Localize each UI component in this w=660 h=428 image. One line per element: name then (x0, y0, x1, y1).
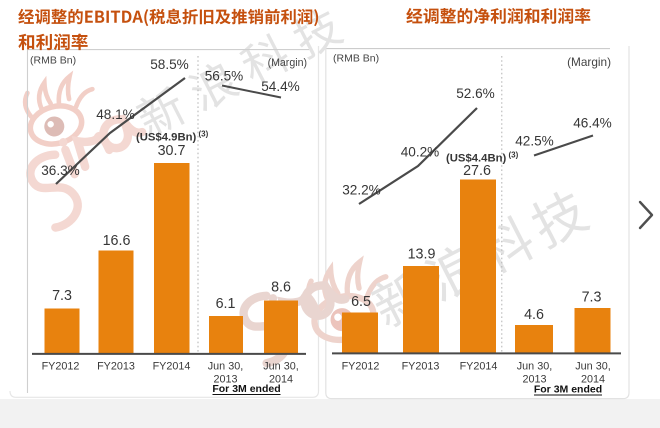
svg-text:Jun 30,: Jun 30, (208, 361, 243, 373)
svg-text:27.6: 27.6 (463, 163, 491, 179)
svg-text:Jun 30,: Jun 30, (517, 361, 552, 373)
svg-text:56.5%: 56.5% (205, 69, 244, 84)
svg-text:FY2014: FY2014 (460, 361, 498, 373)
svg-text:(US$4.9Bn) (3): (US$4.9Bn) (3) (136, 130, 209, 144)
svg-text:16.6: 16.6 (103, 233, 131, 249)
svg-text:(US$4.4Bn) (3): (US$4.4Bn) (3) (446, 151, 519, 165)
svg-text:Jun 30,: Jun 30, (575, 361, 610, 373)
svg-text:(RMB Bn): (RMB Bn) (30, 55, 76, 67)
svg-text:(RMB Bn): (RMB Bn) (333, 53, 379, 65)
svg-text:FY2014: FY2014 (153, 361, 191, 373)
svg-text:52.6%: 52.6% (456, 86, 495, 101)
svg-text:2014: 2014 (269, 374, 293, 386)
svg-text:54.4%: 54.4% (261, 79, 300, 94)
svg-text:8.6: 8.6 (271, 280, 291, 296)
svg-text:(Margin): (Margin) (567, 55, 611, 69)
svg-text:2013: 2013 (522, 374, 546, 386)
svg-text:58.5%: 58.5% (150, 57, 189, 72)
svg-text:30.7: 30.7 (158, 143, 186, 159)
svg-text:For 3M ended: For 3M ended (212, 383, 280, 395)
svg-text:Jun 30,: Jun 30, (263, 361, 298, 373)
svg-text:FY2013: FY2013 (402, 361, 440, 373)
svg-text:6.1: 6.1 (216, 296, 236, 312)
svg-text:6.5: 6.5 (351, 294, 371, 310)
svg-text:FY2012: FY2012 (342, 361, 380, 373)
svg-text:48.1%: 48.1% (96, 107, 135, 122)
svg-text:40.2%: 40.2% (401, 145, 440, 160)
svg-text:42.5%: 42.5% (515, 134, 554, 149)
svg-text:7.3: 7.3 (52, 288, 72, 304)
svg-text:13.9: 13.9 (408, 247, 436, 263)
svg-text:FY2013: FY2013 (97, 361, 135, 373)
svg-text:2013: 2013 (213, 374, 237, 386)
svg-text:32.2%: 32.2% (342, 183, 381, 198)
svg-text:(Margin): (Margin) (268, 57, 307, 69)
svg-text:For 3M ended: For 3M ended (534, 384, 602, 396)
svg-text:2014: 2014 (581, 374, 605, 386)
svg-text:4.6: 4.6 (524, 307, 544, 323)
svg-text:7.3: 7.3 (582, 290, 602, 306)
svg-text:FY2012: FY2012 (42, 361, 80, 373)
svg-text:36.3%: 36.3% (41, 163, 80, 178)
svg-text:46.4%: 46.4% (573, 116, 612, 131)
